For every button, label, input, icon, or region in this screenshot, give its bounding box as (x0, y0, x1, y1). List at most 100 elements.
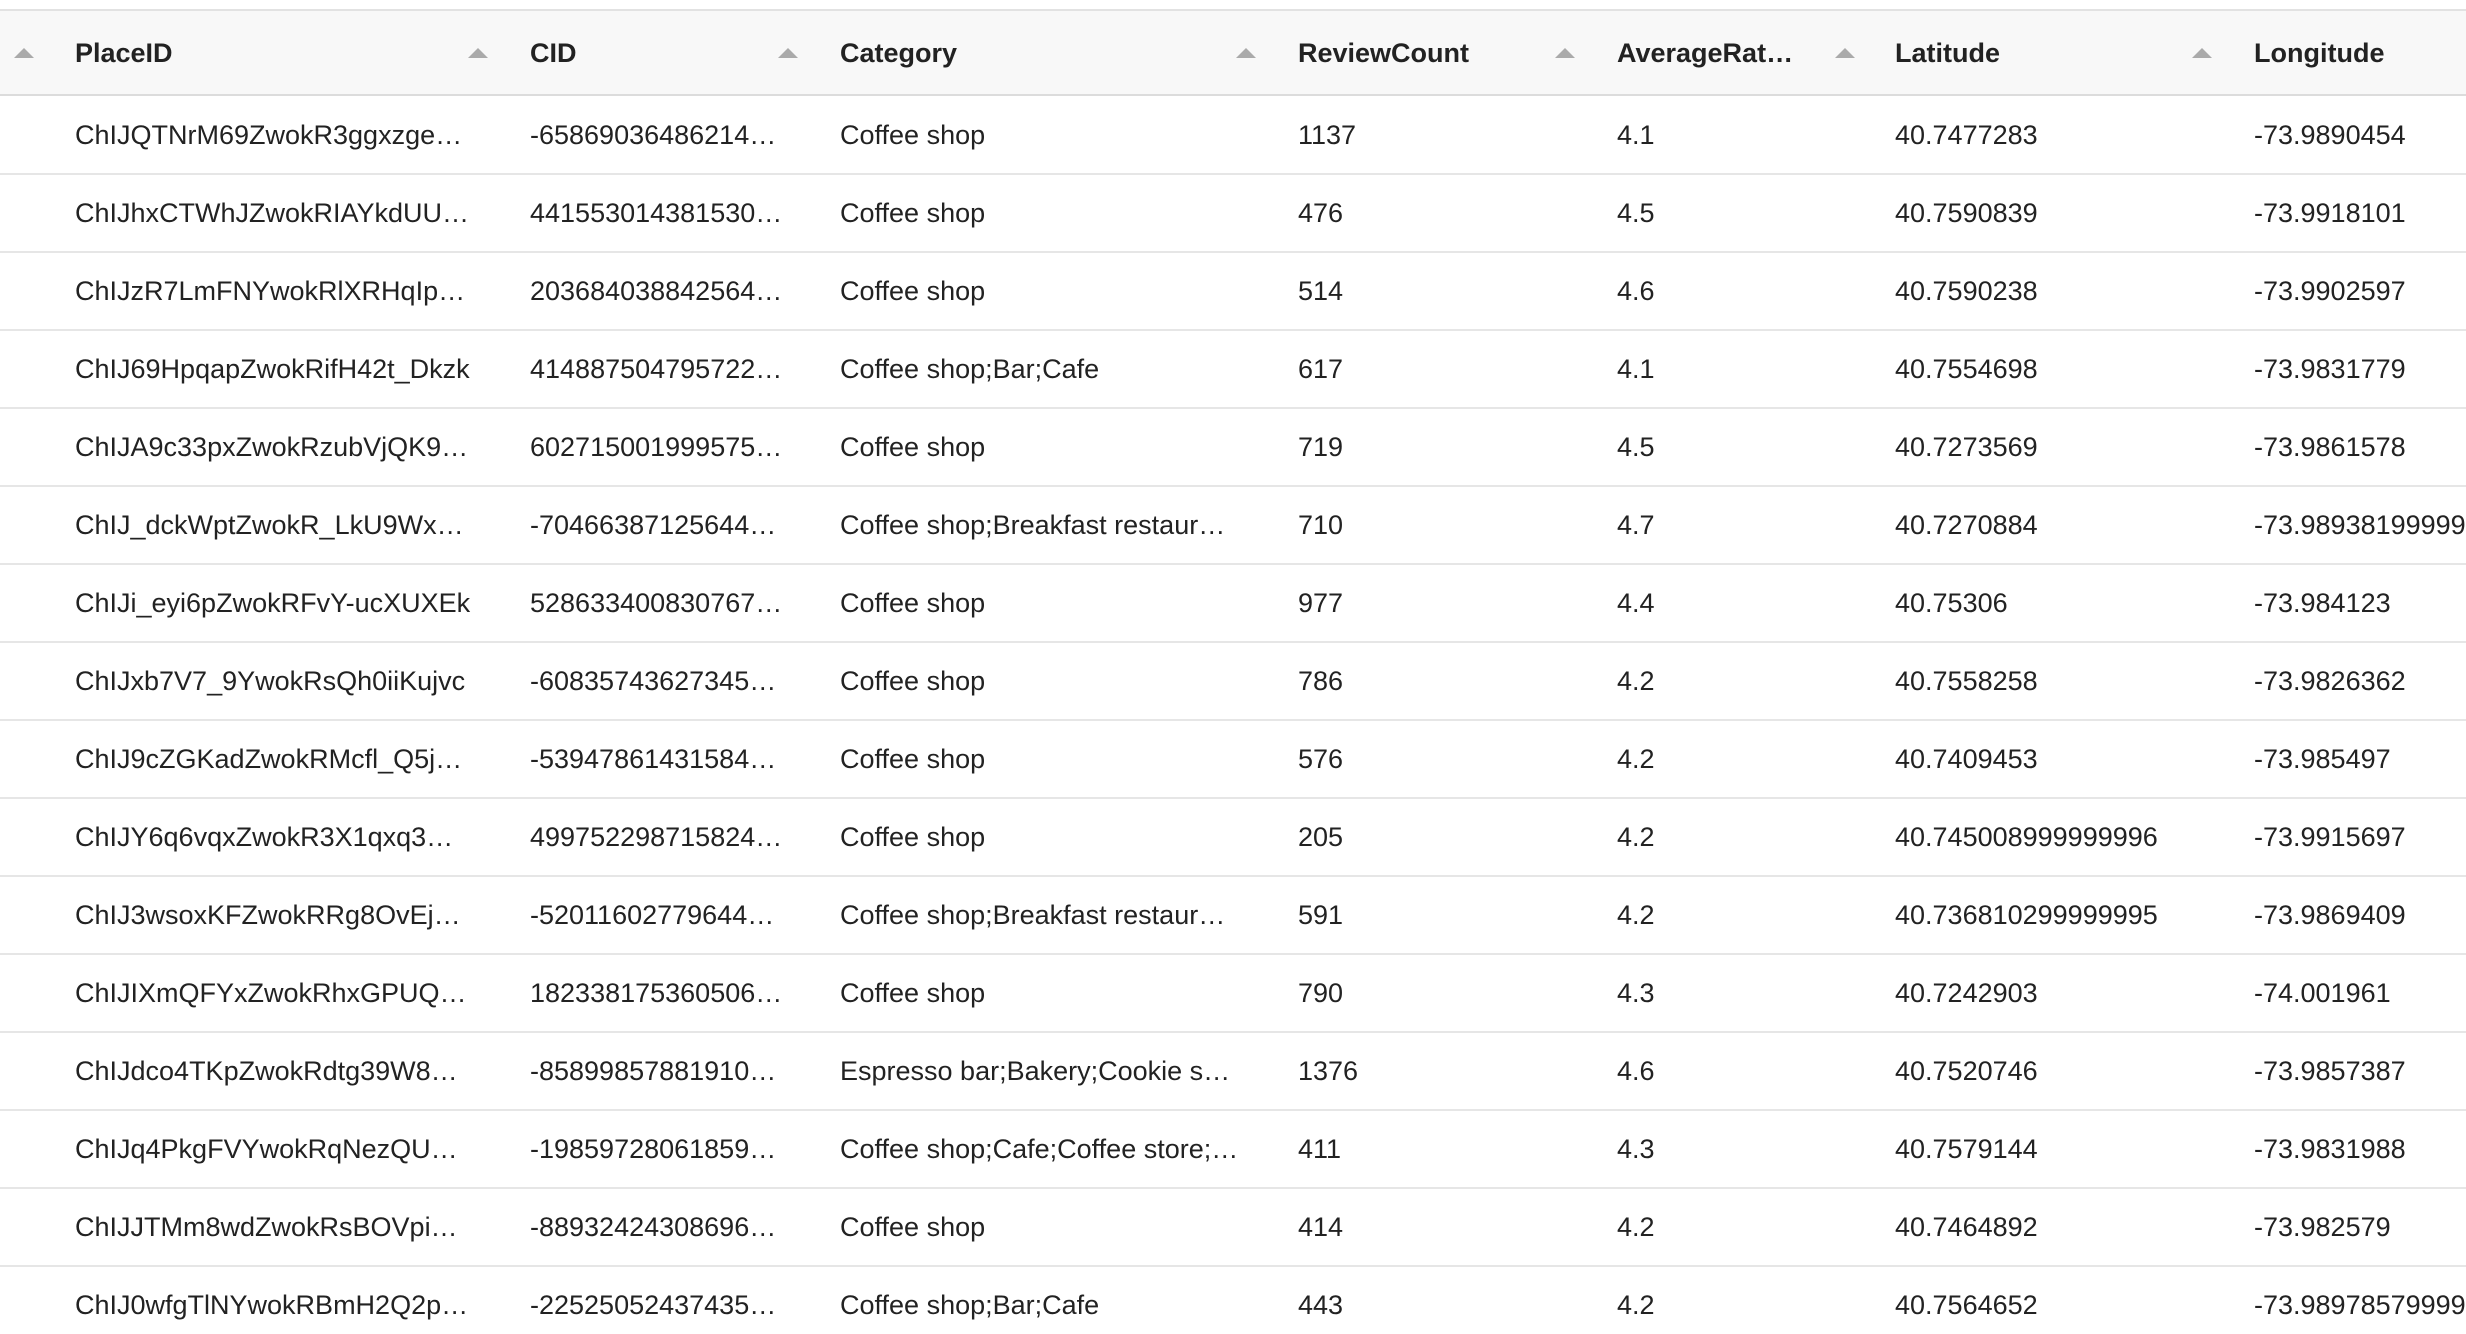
table-cell: ChIJ69HpqapZwokRifH42t_Dkzk (75, 354, 470, 384)
table-cell: ChIJ9cZGKadZwokRMcfl_Q5j… (75, 744, 463, 774)
table-cell: 40.7242903 (1895, 978, 2038, 1008)
table-cell: Coffee shop (840, 666, 986, 696)
sort-arrow[interactable] (1835, 48, 1855, 58)
row-divider (0, 329, 2466, 331)
column-header[interactable]: Longitude (2254, 38, 2385, 68)
table-cell: -74.001961 (2254, 978, 2391, 1008)
table-cell: ChIJIXmQFYxZwokRhxGPUQ… (75, 978, 467, 1008)
table-cell: -73.984123 (2254, 588, 2391, 618)
table-cell: 40.7579144 (1895, 1134, 2038, 1164)
table-cell: ChIJY6q6vqxZwokR3X1qxq3… (75, 822, 454, 852)
table-cell: -70466387125644… (530, 510, 777, 540)
table-cell: 40.7409453 (1895, 744, 2038, 774)
table-cell: 40.7273569 (1895, 432, 2038, 462)
table-cell: Coffee shop (840, 432, 986, 462)
table-cell: 4.2 (1617, 744, 1655, 774)
column-header[interactable]: PlaceID (75, 38, 173, 68)
table-cell: 617 (1298, 354, 1344, 384)
table-cell: -19859728061859… (530, 1134, 777, 1164)
sort-arrow[interactable] (778, 48, 798, 58)
row-divider (0, 173, 2466, 175)
table-cell: Coffee shop;Bar;Cafe (840, 1290, 1100, 1320)
table-cell: 414887504795722… (530, 354, 783, 384)
table-cell: -85899857881910… (530, 1056, 777, 1086)
table-cell: 4.3 (1617, 1134, 1655, 1164)
table-cell: -73.98938199999 (2254, 510, 2466, 540)
table-cell: 719 (1298, 432, 1344, 462)
table-cell: 4.1 (1617, 120, 1655, 150)
table-cell: ChIJzR7LmFNYwokRlXRHqIp… (75, 276, 466, 306)
column-header[interactable]: ReviewCount (1298, 38, 1470, 68)
table-cell: Coffee shop (840, 276, 986, 306)
table-cell: 4.5 (1617, 432, 1655, 462)
table-cell: 414 (1298, 1212, 1344, 1242)
table-cell: Coffee shop (840, 822, 986, 852)
table-cell: Coffee shop (840, 1212, 986, 1242)
table-cell: -73.982579 (2254, 1212, 2391, 1242)
table-cell: Coffee shop;Breakfast restaur… (840, 510, 1226, 540)
sort-arrow[interactable] (1236, 48, 1256, 58)
table-cell: 203684038842564… (530, 276, 783, 306)
table-cell: 205 (1298, 822, 1344, 852)
table-cell: ChIJq4PkgFVYwokRqNezQU… (75, 1134, 458, 1164)
table-cell: 4.2 (1617, 666, 1655, 696)
table-cell: -73.9915697 (2254, 822, 2406, 852)
table-cell: ChIJi_eyi6pZwokRFvY-ucXUXEk (75, 588, 471, 618)
table-cell: 40.7464892 (1895, 1212, 2038, 1242)
row-divider (0, 1031, 2466, 1033)
table-cell: 411 (1298, 1134, 1342, 1164)
table-cell: -73.9826362 (2254, 666, 2406, 696)
table-cell: Coffee shop (840, 978, 986, 1008)
table-cell: 40.7477283 (1895, 120, 2038, 150)
table-cell: 40.7564652 (1895, 1290, 2038, 1320)
table-cell: 4.2 (1617, 900, 1655, 930)
sort-arrow[interactable] (468, 48, 488, 58)
table-cell: 4.1 (1617, 354, 1655, 384)
sort-arrow[interactable] (1555, 48, 1575, 58)
row-divider (0, 953, 2466, 955)
table-cell: -60835743627345… (530, 666, 777, 696)
table-cell: -73.98978579999 (2254, 1290, 2466, 1320)
table-cell: ChIJA9c33pxZwokRzubVjQK9… (75, 432, 469, 462)
table-cell: 40.7590238 (1895, 276, 2038, 306)
table-cell: ChIJ_dckWptZwokR_LkU9Wx… (75, 510, 464, 540)
column-header[interactable]: Category (840, 38, 958, 68)
table-cell: 40.736810299999995 (1895, 900, 2158, 930)
table-cell: 40.745008999999996 (1895, 822, 2158, 852)
row-divider (0, 251, 2466, 253)
table-cell: 591 (1298, 900, 1344, 930)
table-cell: Espresso bar;Bakery;Cookie s… (840, 1056, 1231, 1086)
row-divider (0, 563, 2466, 565)
table-cell: ChIJQTNrM69ZwokR3ggxzge… (75, 120, 463, 150)
column-header[interactable]: Latitude (1895, 38, 2000, 68)
column-header[interactable]: CID (530, 38, 577, 68)
table-cell: 4.2 (1617, 1290, 1655, 1320)
table-cell: Coffee shop (840, 588, 986, 618)
table-cell: 182338175360506… (530, 978, 783, 1008)
table-cell: 977 (1298, 588, 1344, 618)
column-header[interactable]: AverageRat… (1617, 38, 1794, 68)
sort-arrow[interactable] (2192, 48, 2212, 58)
table-cell: 786 (1298, 666, 1344, 696)
table-cell: 4.2 (1617, 822, 1655, 852)
table-cell: 4.2 (1617, 1212, 1655, 1242)
table-cell: 1376 (1298, 1056, 1359, 1086)
table-cell: -22525052437435… (530, 1290, 777, 1320)
table-cell: ChIJhxCTWhJZwokRIAYkdUU… (75, 198, 470, 228)
row-divider (0, 719, 2466, 721)
header-row (0, 9, 2466, 96)
table-cell: Coffee shop;Cafe;Coffee store;… (840, 1134, 1239, 1164)
table-cell: -73.9857387 (2254, 1056, 2406, 1086)
sort-arrow[interactable] (14, 48, 34, 58)
table-cell: -65869036486214… (530, 120, 777, 150)
table-cell: ChIJ3wsoxKFZwokRRg8OvEj… (75, 900, 461, 930)
table-cell: -73.9902597 (2254, 276, 2406, 306)
table-cell: 4.7 (1617, 510, 1655, 540)
table-cell: 40.7554698 (1895, 354, 2038, 384)
row-divider (0, 641, 2466, 643)
table-cell: 476 (1298, 198, 1344, 228)
table-cell: ChIJJTMm8wdZwokRsBOVpi… (75, 1212, 458, 1242)
table-cell: -73.985497 (2254, 744, 2391, 774)
table-cell: -73.9918101 (2254, 198, 2406, 228)
